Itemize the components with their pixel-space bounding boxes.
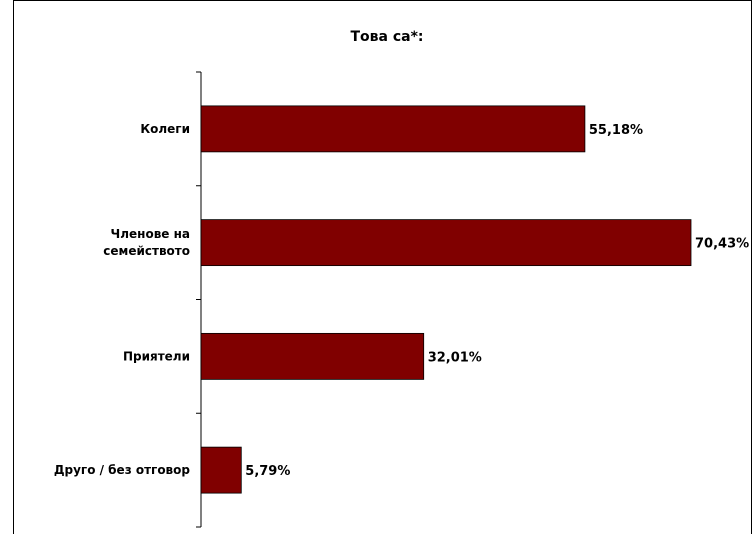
bar bbox=[200, 446, 242, 494]
bars bbox=[200, 105, 692, 494]
chart-frame bbox=[13, 0, 752, 534]
chart-title: Това са*: bbox=[350, 29, 423, 45]
category-label: Приятели bbox=[123, 349, 190, 363]
category-label: Колеги bbox=[140, 122, 190, 136]
axis-ticks bbox=[196, 71, 201, 528]
bar bbox=[200, 219, 692, 267]
category-label: Членове на семейството bbox=[103, 227, 190, 258]
value-labels: 55,18% 70,43% 32,01% 5,79% bbox=[245, 123, 749, 479]
category-labels: Колеги Членове на семейството Приятели Друго… bbox=[54, 122, 191, 477]
value-label: 32,01% bbox=[428, 350, 482, 365]
category-label: Друго / без отговор bbox=[54, 463, 191, 477]
bar bbox=[200, 332, 425, 380]
bar bbox=[200, 105, 586, 153]
value-label: 70,43% bbox=[695, 237, 749, 252]
value-label: 55,18% bbox=[589, 123, 643, 138]
value-label: 5,79% bbox=[245, 464, 290, 479]
